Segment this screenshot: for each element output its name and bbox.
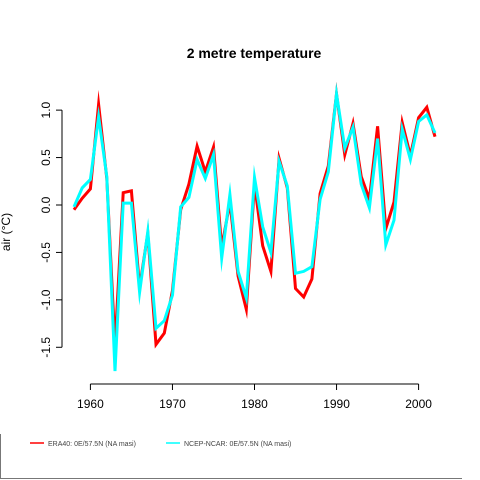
x-tick-label: 1970 xyxy=(159,397,186,411)
y-axis-label: air (°C) xyxy=(0,213,13,251)
x-tick-label: 2000 xyxy=(405,397,432,411)
legend-label-era40: ERA40: 0E/57.5N (NA masi) xyxy=(48,441,136,448)
y-tick-label: 0.5 xyxy=(39,149,53,166)
y-axis: -1.5 -1.0 -0.5 0.0 0.5 1.0 xyxy=(39,101,62,357)
y-tick-label: -0.5 xyxy=(39,242,53,263)
legend: ERA40: 0E/57.5N (NA masi) NCEP-NCAR: 0E/… xyxy=(0,434,462,479)
y-tick-label: 1.0 xyxy=(39,101,53,118)
chart-title: 2 metre temperature xyxy=(187,45,322,61)
series-line-ncep xyxy=(74,94,435,371)
x-axis: 1960 1970 1980 1990 2000 xyxy=(77,384,432,411)
legend-label-ncep: NCEP-NCAR: 0E/57.5N (NA masi) xyxy=(184,441,291,448)
series-line-era40 xyxy=(74,94,435,346)
y-tick-label: 0.0 xyxy=(39,196,53,213)
series-layer xyxy=(74,94,435,371)
x-tick-label: 1990 xyxy=(323,397,350,411)
y-tick-label: -1.0 xyxy=(39,289,53,310)
y-tick-label: -1.5 xyxy=(39,337,53,358)
x-tick-label: 1960 xyxy=(77,397,104,411)
x-tick-label: 1980 xyxy=(241,397,268,411)
